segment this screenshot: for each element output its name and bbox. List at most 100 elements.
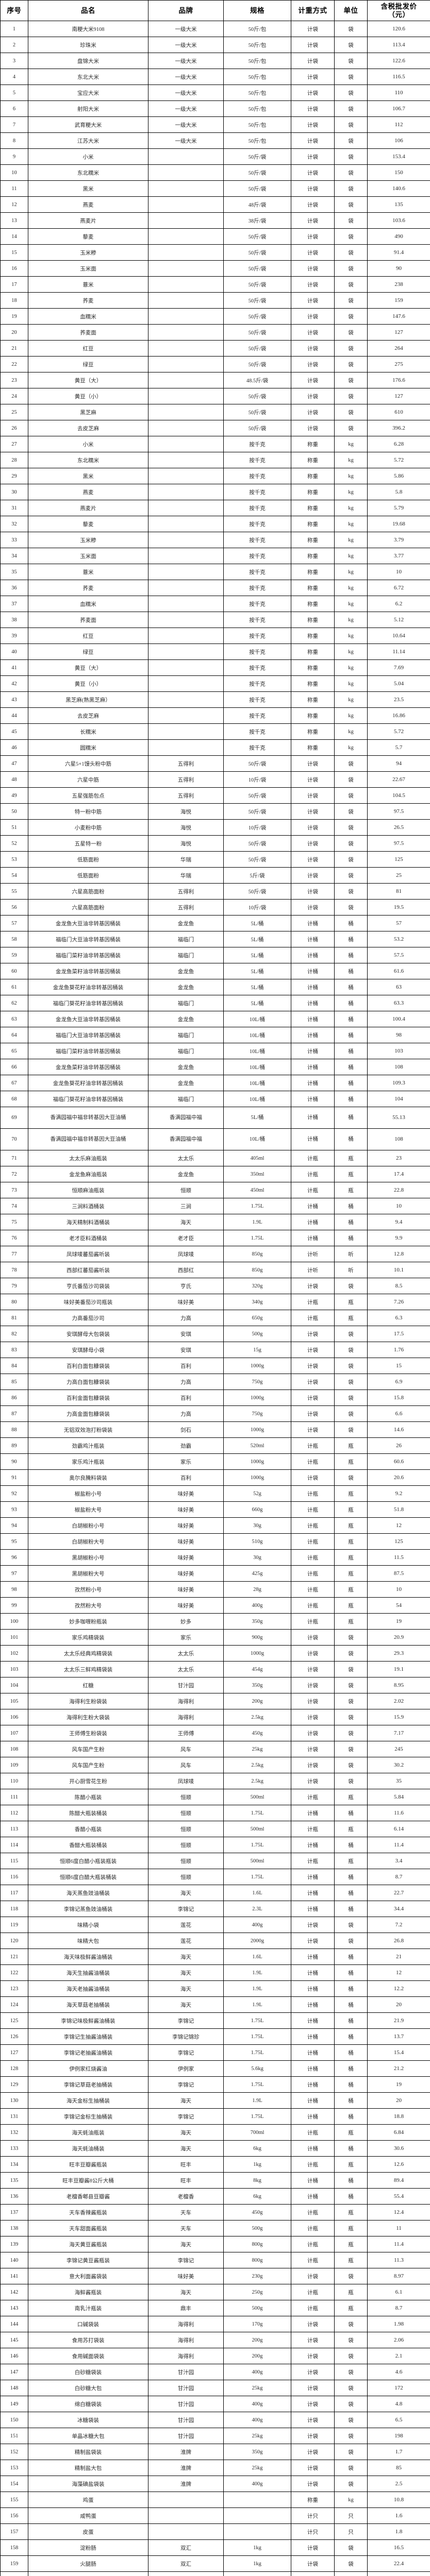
row-spec: 按千克 bbox=[223, 707, 291, 724]
row-measure-mode: 计听 bbox=[291, 1262, 335, 1278]
row-measure-mode: 计袋 bbox=[291, 1645, 335, 1662]
row-unit: 袋 bbox=[334, 2555, 368, 2572]
row-unit: kg bbox=[334, 580, 368, 596]
row-index: 89 bbox=[0, 1437, 28, 1454]
row-brand bbox=[148, 404, 224, 420]
table-row: 74 三涧料酒桶装 三涧 1.75L 计桶桶 10 bbox=[0, 1198, 430, 1214]
row-brand bbox=[148, 723, 224, 740]
row-brand: 安琪 bbox=[148, 1326, 224, 1342]
row-product-name: 李锦记蒸鱼豉油桶装 bbox=[28, 1901, 148, 1917]
row-price: 89.4 bbox=[367, 2172, 430, 2189]
row-unit: 袋 bbox=[334, 835, 368, 852]
row-measure-mode: 计桶 bbox=[291, 1964, 335, 1981]
row-measure-mode: 计桶 bbox=[291, 1011, 335, 1027]
row-measure-mode: 称重 bbox=[291, 2492, 335, 2508]
row-brand bbox=[148, 739, 224, 756]
row-price: 6.3 bbox=[367, 1310, 430, 1326]
row-measure-mode: 称重 bbox=[291, 707, 335, 724]
row-brand: 凤球唛 bbox=[148, 1246, 224, 1262]
row-spec: 660g bbox=[223, 1501, 291, 1518]
row-measure-mode: 计袋 bbox=[291, 356, 335, 372]
row-index: 33 bbox=[0, 532, 28, 548]
table-row: 148 白砂糖大包 甘汁园 25kg 计袋袋 172 bbox=[0, 2380, 430, 2396]
table-row: 88 无铝双效泡打粉袋装 剑石 1000g 计袋袋 14.6 bbox=[0, 1421, 430, 1438]
row-product-name: 安琪酵母大包袋装 bbox=[28, 1326, 148, 1342]
row-measure-mode: 计袋 bbox=[291, 2555, 335, 2572]
row-product-name: 孜然粉小号 bbox=[28, 1581, 148, 1598]
row-spec: 按千克 bbox=[223, 500, 291, 516]
row-unit: 袋 bbox=[334, 84, 368, 101]
row-brand bbox=[148, 228, 224, 245]
row-price: 15 bbox=[367, 1358, 430, 1374]
table-row: 138 天车甜面酱瓶装 天车 500g 计瓶瓶 11 bbox=[0, 2220, 430, 2236]
row-price: 100.4 bbox=[367, 1011, 430, 1027]
table-row: 62 福临门葵花籽油非转基因桶装 福临门 5L/桶 计桶桶 63.3 bbox=[0, 995, 430, 1011]
column-header-price: 含税批发价 （元） bbox=[367, 0, 430, 21]
table-row: 150 冰糖袋装 甘汁园 400g 计袋袋 6.5 bbox=[0, 2412, 430, 2428]
row-price: 19 bbox=[367, 1613, 430, 1630]
row-index: 87 bbox=[0, 1405, 28, 1422]
table-row: 96 黑胡椒粉小号 味好美 30g 计瓶瓶 11.5 bbox=[0, 1549, 430, 1566]
table-row: 71 太太乐麻油瓶装 太太乐 405ml 计瓶瓶 23 bbox=[0, 1150, 430, 1166]
column-header-measure: 计重方式 bbox=[291, 0, 335, 21]
row-brand bbox=[148, 691, 224, 708]
row-product-name: 玉米面 bbox=[28, 548, 148, 564]
row-spec: 500ml bbox=[223, 1821, 291, 1837]
row-measure-mode: 称重 bbox=[291, 659, 335, 676]
table-row: 80 味好美番茄沙司瓶装 味好美 340g 计瓶瓶 7.26 bbox=[0, 1294, 430, 1310]
row-product-name: 黑米 bbox=[28, 180, 148, 197]
row-index: 113 bbox=[0, 1821, 28, 1837]
row-unit: 桶 bbox=[334, 1869, 368, 1885]
table-row: 95 白胡椒粉大号 味好美 510g 计瓶瓶 125 bbox=[0, 1533, 430, 1550]
row-index: 41 bbox=[0, 659, 28, 676]
row-index: 118 bbox=[0, 1901, 28, 1917]
row-unit: 袋 bbox=[334, 1773, 368, 1789]
row-brand: 味好美 bbox=[148, 1517, 224, 1534]
row-index: 144 bbox=[0, 2316, 28, 2332]
row-unit: 袋 bbox=[334, 899, 368, 916]
row-price: 147.6 bbox=[367, 308, 430, 325]
row-unit: kg bbox=[334, 484, 368, 500]
row-unit: 瓶 bbox=[334, 1613, 368, 1630]
row-brand: 李锦记 bbox=[148, 2012, 224, 2029]
row-price: 30.6 bbox=[367, 2140, 430, 2157]
row-index: 13 bbox=[0, 212, 28, 229]
row-price: 26.5 bbox=[367, 819, 430, 836]
row-index: 96 bbox=[0, 1549, 28, 1566]
row-price: 6.2 bbox=[367, 596, 430, 612]
table-row: 92 椒盐粉小号 味好美 52g 计瓶瓶 9.2 bbox=[0, 1485, 430, 1502]
row-index: 146 bbox=[0, 2348, 28, 2364]
row-price: 104 bbox=[367, 1091, 430, 1107]
row-measure-mode: 计桶 bbox=[291, 1043, 335, 1059]
row-unit: 袋 bbox=[334, 2364, 368, 2380]
table-row: 2 珍珠米 一级大米 50斤/包 计袋袋 113.4 bbox=[0, 37, 430, 53]
table-row: 101 家乐鸡精袋装 家乐 900g 计袋袋 20.9 bbox=[0, 1629, 430, 1646]
row-spec: 510g bbox=[223, 1533, 291, 1550]
row-index: 84 bbox=[0, 1358, 28, 1374]
row-spec: 50斤/袋 bbox=[223, 420, 291, 436]
row-spec: 340g bbox=[223, 1294, 291, 1310]
row-unit: 瓶 bbox=[334, 1294, 368, 1310]
row-measure-mode: 计袋 bbox=[291, 2268, 335, 2284]
row-unit: 瓶 bbox=[334, 1182, 368, 1198]
row-spec: 48斤/袋 bbox=[223, 196, 291, 213]
row-product-name: 五星特一粉 bbox=[28, 835, 148, 852]
row-spec: 1000g bbox=[223, 1645, 291, 1662]
row-brand: 恒顺 bbox=[148, 1182, 224, 1198]
row-spec: 450g bbox=[223, 2204, 291, 2221]
row-unit: kg bbox=[334, 628, 368, 644]
row-price: 13.7 bbox=[367, 2028, 430, 2045]
table-row: 115 恒顺6度白醋小瓶装瓶装 恒顺 500ml 计瓶瓶 3.4 bbox=[0, 1853, 430, 1869]
row-measure-mode: 计瓶 bbox=[291, 1597, 335, 1614]
row-unit: 桶 bbox=[334, 1805, 368, 1821]
row-index: 10 bbox=[0, 164, 28, 181]
row-measure-mode: 计袋 bbox=[291, 883, 335, 900]
row-spec: 1.75L bbox=[223, 1869, 291, 1885]
row-spec: 5L/桶 bbox=[223, 931, 291, 947]
row-brand: 海天 bbox=[148, 2140, 224, 2157]
row-measure-mode: 计袋 bbox=[291, 21, 335, 37]
row-measure-mode: 计袋 bbox=[291, 851, 335, 868]
row-product-name: 玉米糁 bbox=[28, 244, 148, 261]
row-price: 15.4 bbox=[367, 2044, 430, 2061]
row-price: 53.2 bbox=[367, 931, 430, 947]
